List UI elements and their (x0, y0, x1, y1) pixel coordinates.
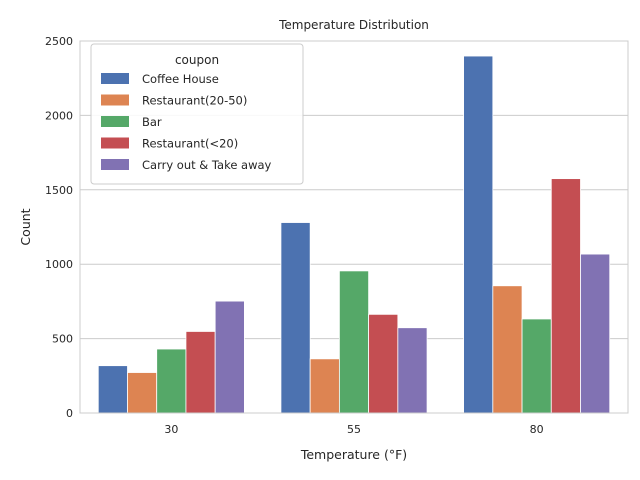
legend: coupon Coffee House Restaurant(20-50) Bar R… (90, 43, 304, 185)
legend-swatch (101, 116, 129, 127)
y-tick-label: 1500 (45, 184, 73, 197)
legend-swatch (101, 137, 129, 149)
bar (338, 270, 370, 414)
x-tick-label: 80 (530, 423, 544, 436)
bar (156, 348, 187, 414)
bar (397, 327, 428, 414)
legend-label: Restaurant(<20) (142, 137, 238, 151)
bar (521, 318, 552, 414)
bar (463, 55, 494, 414)
legend-swatch (101, 94, 129, 106)
legend-frame (90, 43, 304, 185)
x-axis-label: Temperature (°F) (300, 447, 407, 462)
x-tick-labels: 30 55 80 (164, 423, 543, 436)
bar (580, 253, 611, 414)
bar (97, 365, 128, 414)
legend-label: Coffee House (142, 72, 219, 86)
bar (492, 285, 523, 414)
legend-swatch (101, 73, 129, 84)
plot-frame (79, 40, 629, 414)
bar (127, 372, 158, 414)
bar (214, 300, 245, 414)
y-tick-label: 2000 (45, 109, 73, 122)
chart-title: Temperature Distribution (278, 18, 429, 32)
legend-swatch (101, 159, 129, 170)
y-tick-label: 2500 (45, 35, 73, 48)
x-tick-label: 55 (347, 423, 361, 436)
x-tick-label: 30 (164, 423, 178, 436)
y-tick-label: 0 (66, 407, 73, 420)
bar (309, 358, 340, 414)
bar (185, 331, 216, 414)
legend-title: coupon (175, 53, 219, 67)
y-tick-label: 500 (52, 333, 73, 346)
bar (280, 222, 311, 414)
legend-label: Carry out & Take away (142, 158, 272, 172)
legend-label: Bar (142, 115, 162, 129)
bars (97, 55, 611, 414)
bar (550, 178, 581, 414)
y-axis-label: Count (18, 208, 33, 245)
legend-items: Coffee House Restaurant(20-50) Bar Restaura… (101, 72, 272, 172)
bar (368, 313, 399, 414)
legend-label: Restaurant(20-50) (142, 94, 247, 108)
y-tick-labels: 0 500 1000 1500 2000 2500 (45, 35, 73, 420)
y-tick-label: 1000 (45, 258, 73, 271)
